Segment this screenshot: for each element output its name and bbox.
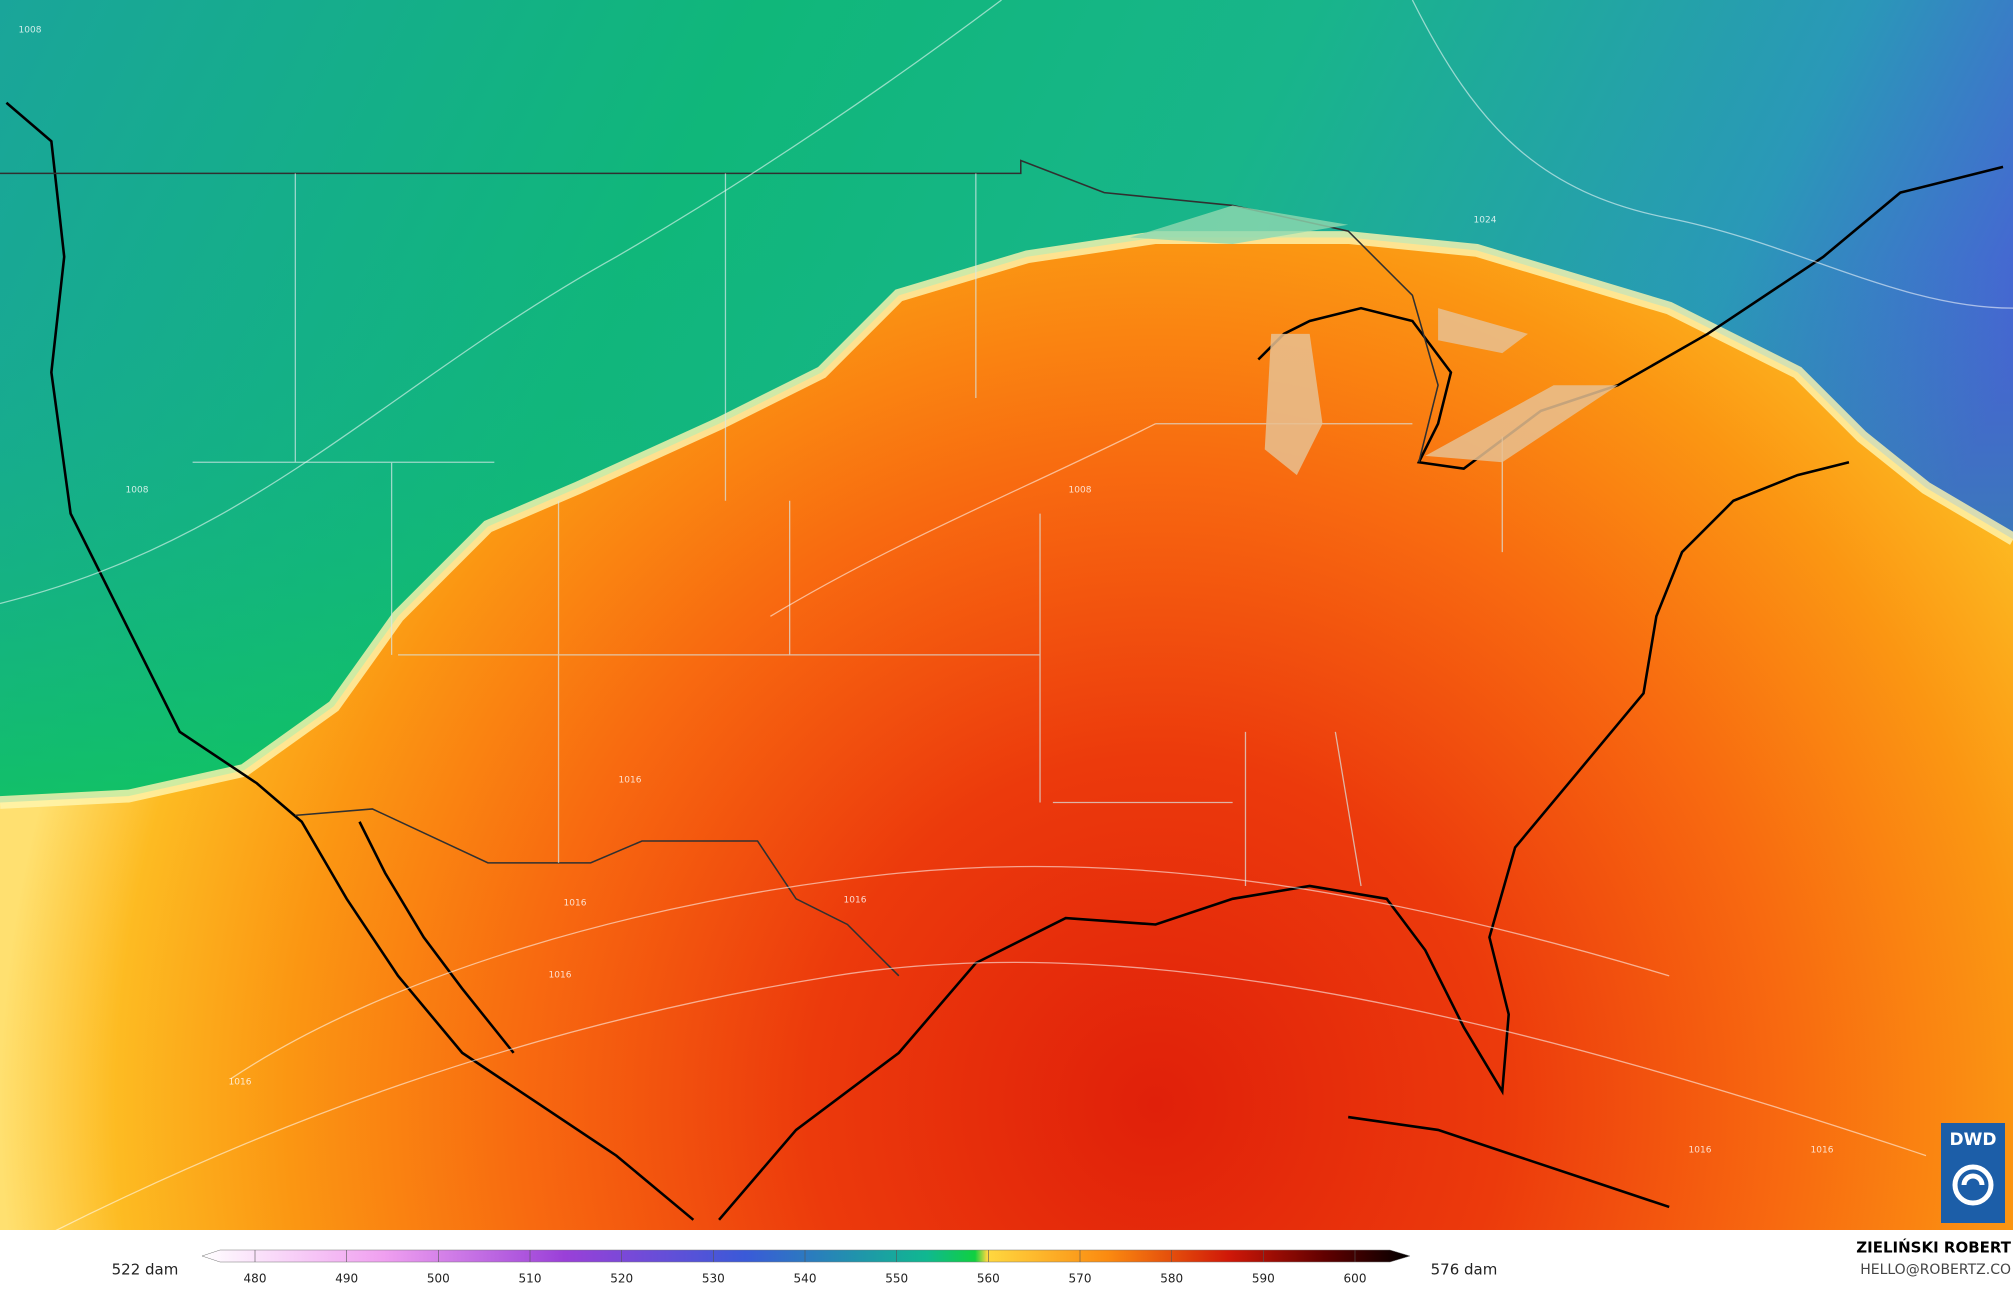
- lake-superior: [1129, 205, 1349, 244]
- colorbar-max-label: 576 dam: [1431, 1261, 1498, 1279]
- colorbar-tick-label: 490: [335, 1272, 358, 1286]
- logo-box: [1941, 1123, 2005, 1223]
- isobar-label: 1008: [126, 486, 149, 496]
- contact: HELLO@ROBERTZ.CO: [1860, 1262, 2011, 1278]
- colorbar-min-label: 522 dam: [112, 1261, 179, 1279]
- colorbar-tick-label: 510: [519, 1272, 542, 1286]
- colorbar-tick-label: 480: [244, 1272, 267, 1286]
- dwd-logo: DWD: [1941, 1123, 2005, 1223]
- state-lines: [192, 173, 1503, 887]
- author: ZIELIŃSKI ROBERT: [1856, 1238, 2011, 1257]
- logo-swirl: [1952, 1164, 1994, 1206]
- colorbar-ticks: 480 490 500 510 520 530 540 550 560 570 580 590 600: [244, 1250, 1367, 1286]
- isobar-label: 1016: [229, 1078, 252, 1088]
- isobar-label: 1016: [1689, 1146, 1712, 1156]
- isobar-label: 1024: [1474, 216, 1497, 226]
- colorbar-tick-label: 560: [977, 1272, 1000, 1286]
- isobar-labels: 1008 1008 1008 1016 1016 1016 1016 1024 1016 1016…: [19, 26, 1834, 1156]
- colorbar-tick-label: 590: [1252, 1272, 1275, 1286]
- colorbar-tick-label: 570: [1069, 1272, 1092, 1286]
- isobar-label: 1016: [549, 971, 572, 981]
- colorbar-tick-label: 600: [1344, 1272, 1367, 1286]
- great-lakes: [1264, 308, 1618, 476]
- logo-text: DWD: [1950, 1130, 1997, 1150]
- map: [0, 0, 2013, 1233]
- colorbar-tick-label: 540: [794, 1272, 817, 1286]
- isobar-label: 1016: [1811, 1146, 1834, 1156]
- colorbar-tick-label: 500: [427, 1272, 450, 1286]
- isobars: [0, 0, 2013, 1233]
- colorbar-tick-label: 550: [885, 1272, 908, 1286]
- colorbar-tick-label: 580: [1160, 1272, 1183, 1286]
- isobar-label: 1016: [564, 899, 587, 909]
- colorbar: [201, 1249, 1411, 1263]
- isobar-label: 1016: [619, 776, 642, 786]
- front-edge: [0, 231, 2013, 809]
- colorbar-tick-label: 520: [610, 1272, 633, 1286]
- warm-air-region: [0, 237, 2013, 1231]
- isobar-label: 1008: [1069, 486, 1092, 496]
- isobar-label: 1008: [19, 26, 42, 36]
- isobar-label: 1016: [844, 896, 867, 906]
- colorbar-tick-label: 530: [702, 1272, 725, 1286]
